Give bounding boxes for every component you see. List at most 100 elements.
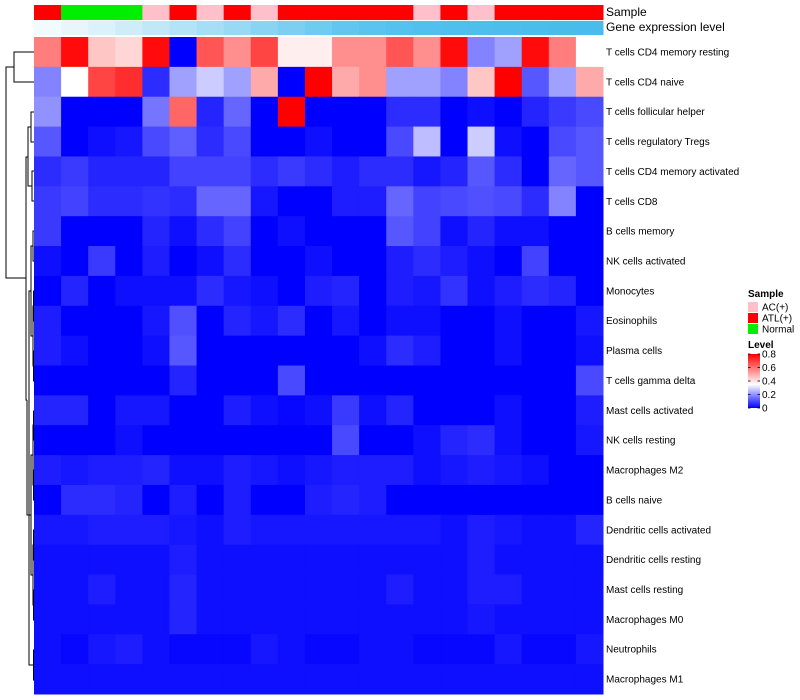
- heatmap-cell: [440, 335, 469, 366]
- heatmap-cell: [413, 156, 441, 187]
- heatmap-cell: [548, 216, 577, 247]
- heatmap-cell: [196, 96, 225, 128]
- heatmap-cell: [250, 634, 279, 665]
- dendrogram-branch: [32, 544, 34, 606]
- heatmap-cell: [413, 96, 441, 128]
- heatmap-cell: [169, 455, 198, 486]
- heatmap-cell: [440, 395, 469, 426]
- heatmap-cell: [467, 484, 496, 516]
- heatmap-cell: [386, 574, 414, 605]
- heatmap-cell: [304, 425, 333, 456]
- heatmap-cell: [359, 246, 387, 277]
- heatmap-cell: [277, 514, 306, 546]
- heatmap-cell: [521, 186, 550, 217]
- heatmap-cell: [61, 156, 89, 187]
- level-tick-label: 0.2: [762, 390, 776, 401]
- heatmap-cell: [169, 216, 198, 247]
- heatmap-cell: [359, 156, 387, 187]
- level-tick-label: 0.6: [762, 363, 776, 374]
- heatmap-cell: [250, 275, 279, 307]
- sample-annotation-track: [34, 5, 604, 20]
- sample-legend-swatch: [748, 324, 758, 334]
- heatmap-cell: [386, 156, 414, 187]
- heatmap-cell: [494, 455, 523, 486]
- heatmap-cell: [142, 574, 170, 605]
- heatmap-cell: [61, 246, 89, 277]
- heatmap-cell: [386, 96, 414, 128]
- heatmap-cell: [196, 395, 225, 426]
- expression-annotation-cell: [386, 21, 414, 35]
- heatmap-cell: [332, 395, 360, 426]
- dendrogram-branch: [33, 589, 34, 621]
- heatmap-cell: [34, 66, 62, 98]
- dendrogram-branch: [32, 230, 34, 262]
- heatmap-cell: [88, 37, 116, 68]
- heatmap-cell: [223, 275, 252, 307]
- heatmap-cell: [548, 455, 577, 486]
- heatmap-cell: [386, 634, 414, 665]
- heatmap-cell: [169, 246, 198, 277]
- dendrogram-branch: [33, 350, 34, 382]
- heatmap-cell: [413, 246, 441, 277]
- sample-annotation-cell: [223, 5, 252, 20]
- heatmap-cell: [494, 66, 523, 98]
- heatmap-cell: [250, 455, 279, 486]
- row-dendrogram: [5, 51, 34, 681]
- heatmap-cell: [250, 305, 279, 337]
- row-label: Plasma cells: [606, 346, 662, 357]
- heatmap-cell: [88, 544, 116, 576]
- heatmap-cell: [548, 425, 577, 456]
- heatmap-cell: [223, 574, 252, 605]
- heatmap-cell: [413, 365, 441, 396]
- heatmap-cell: [169, 275, 198, 307]
- heatmap-cell: [332, 484, 360, 516]
- heatmap-cell: [34, 305, 62, 337]
- heatmap-cell: [277, 246, 306, 277]
- expression-annotation-label: Gene expression level: [606, 20, 725, 34]
- heatmap-cell: [196, 574, 225, 605]
- heatmap-cell: [223, 305, 252, 337]
- heatmap-cell: [494, 305, 523, 337]
- heatmap-cell: [277, 66, 306, 98]
- row-label: T cells CD8: [606, 197, 658, 208]
- heatmap-cell: [413, 66, 441, 98]
- sample-annotation-cell: [115, 5, 143, 20]
- heatmap-cell: [359, 216, 387, 247]
- expression-annotation-cell: [88, 21, 116, 35]
- heatmap-cell: [196, 275, 225, 307]
- heatmap-cell: [34, 275, 62, 307]
- heatmap-cell: [115, 574, 143, 605]
- heatmap-cell: [494, 604, 523, 635]
- heatmap-cell: [386, 484, 414, 516]
- heatmap-cell: [575, 484, 604, 516]
- heatmap-cell: [332, 275, 360, 307]
- heatmap-cell: [575, 186, 604, 217]
- heatmap-cell: [223, 544, 252, 576]
- heatmap-cell: [467, 365, 496, 396]
- heatmap-cell: [521, 37, 550, 68]
- heatmap-cell: [332, 664, 360, 695]
- heatmap-cell: [142, 246, 170, 277]
- heatmap-cell: [575, 395, 604, 426]
- heatmap-cell: [440, 216, 469, 247]
- heatmap-cell: [413, 275, 441, 307]
- heatmap-cell: [521, 484, 550, 516]
- heatmap-cell: [575, 66, 604, 98]
- heatmap-cell: [359, 365, 387, 396]
- heatmap-cell: [521, 275, 550, 307]
- heatmap-cell: [359, 604, 387, 635]
- heatmap-cell: [223, 634, 252, 665]
- heatmap-cell: [304, 514, 333, 546]
- row-label: T cells follicular helper: [606, 107, 705, 118]
- heatmap-cell: [61, 66, 89, 98]
- heatmap-cell: [467, 425, 496, 456]
- heatmap-cell: [359, 335, 387, 366]
- heatmap-cell: [196, 664, 225, 695]
- heatmap-cell: [250, 186, 279, 217]
- heatmap-cell: [115, 37, 143, 68]
- heatmap-cell: [548, 335, 577, 366]
- heatmap-cell: [494, 544, 523, 576]
- heatmap-cell: [304, 544, 333, 576]
- heatmap-cell: [115, 156, 143, 187]
- heatmap-cell: [494, 425, 523, 456]
